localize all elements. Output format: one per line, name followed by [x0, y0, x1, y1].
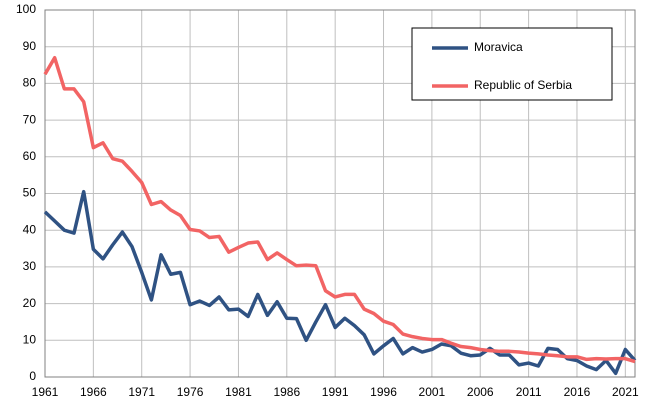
- y-tick-label: 100: [16, 2, 36, 16]
- x-tick-label: 2021: [612, 385, 639, 399]
- x-tick-label: 2011: [516, 385, 542, 399]
- legend-label: Republic of Serbia: [474, 78, 572, 92]
- y-tick-label: 50: [23, 186, 37, 200]
- y-tick-label: 0: [29, 369, 36, 383]
- series-line: [43, 55, 636, 364]
- x-tick-label: 1996: [370, 385, 397, 399]
- x-tick-label: 1976: [177, 385, 204, 399]
- y-tick-label: 20: [23, 296, 37, 310]
- y-tick-label: 60: [23, 149, 37, 163]
- x-tick-label: 1991: [322, 385, 349, 399]
- x-tick-label: 2016: [564, 385, 591, 399]
- x-tick-label: 1986: [273, 385, 300, 399]
- x-tick-label: 2001: [419, 385, 446, 399]
- x-tick-label: 1966: [80, 385, 107, 399]
- x-tick-label: 1961: [32, 385, 59, 399]
- y-tick-label: 70: [23, 112, 37, 126]
- series-line: [43, 189, 637, 376]
- y-tick-label: 30: [23, 259, 37, 273]
- y-tick-label: 10: [23, 332, 37, 346]
- y-tick-label: 40: [23, 222, 37, 236]
- y-tick-label: 80: [23, 76, 37, 90]
- x-tick-label: 1981: [225, 385, 252, 399]
- legend-label: Moravica: [474, 40, 523, 54]
- x-tick-label: 2006: [467, 385, 494, 399]
- plot-border: [44, 9, 636, 378]
- x-tick-label: 1971: [128, 385, 155, 399]
- y-tick-label: 90: [23, 39, 37, 53]
- legend-box: [411, 27, 613, 101]
